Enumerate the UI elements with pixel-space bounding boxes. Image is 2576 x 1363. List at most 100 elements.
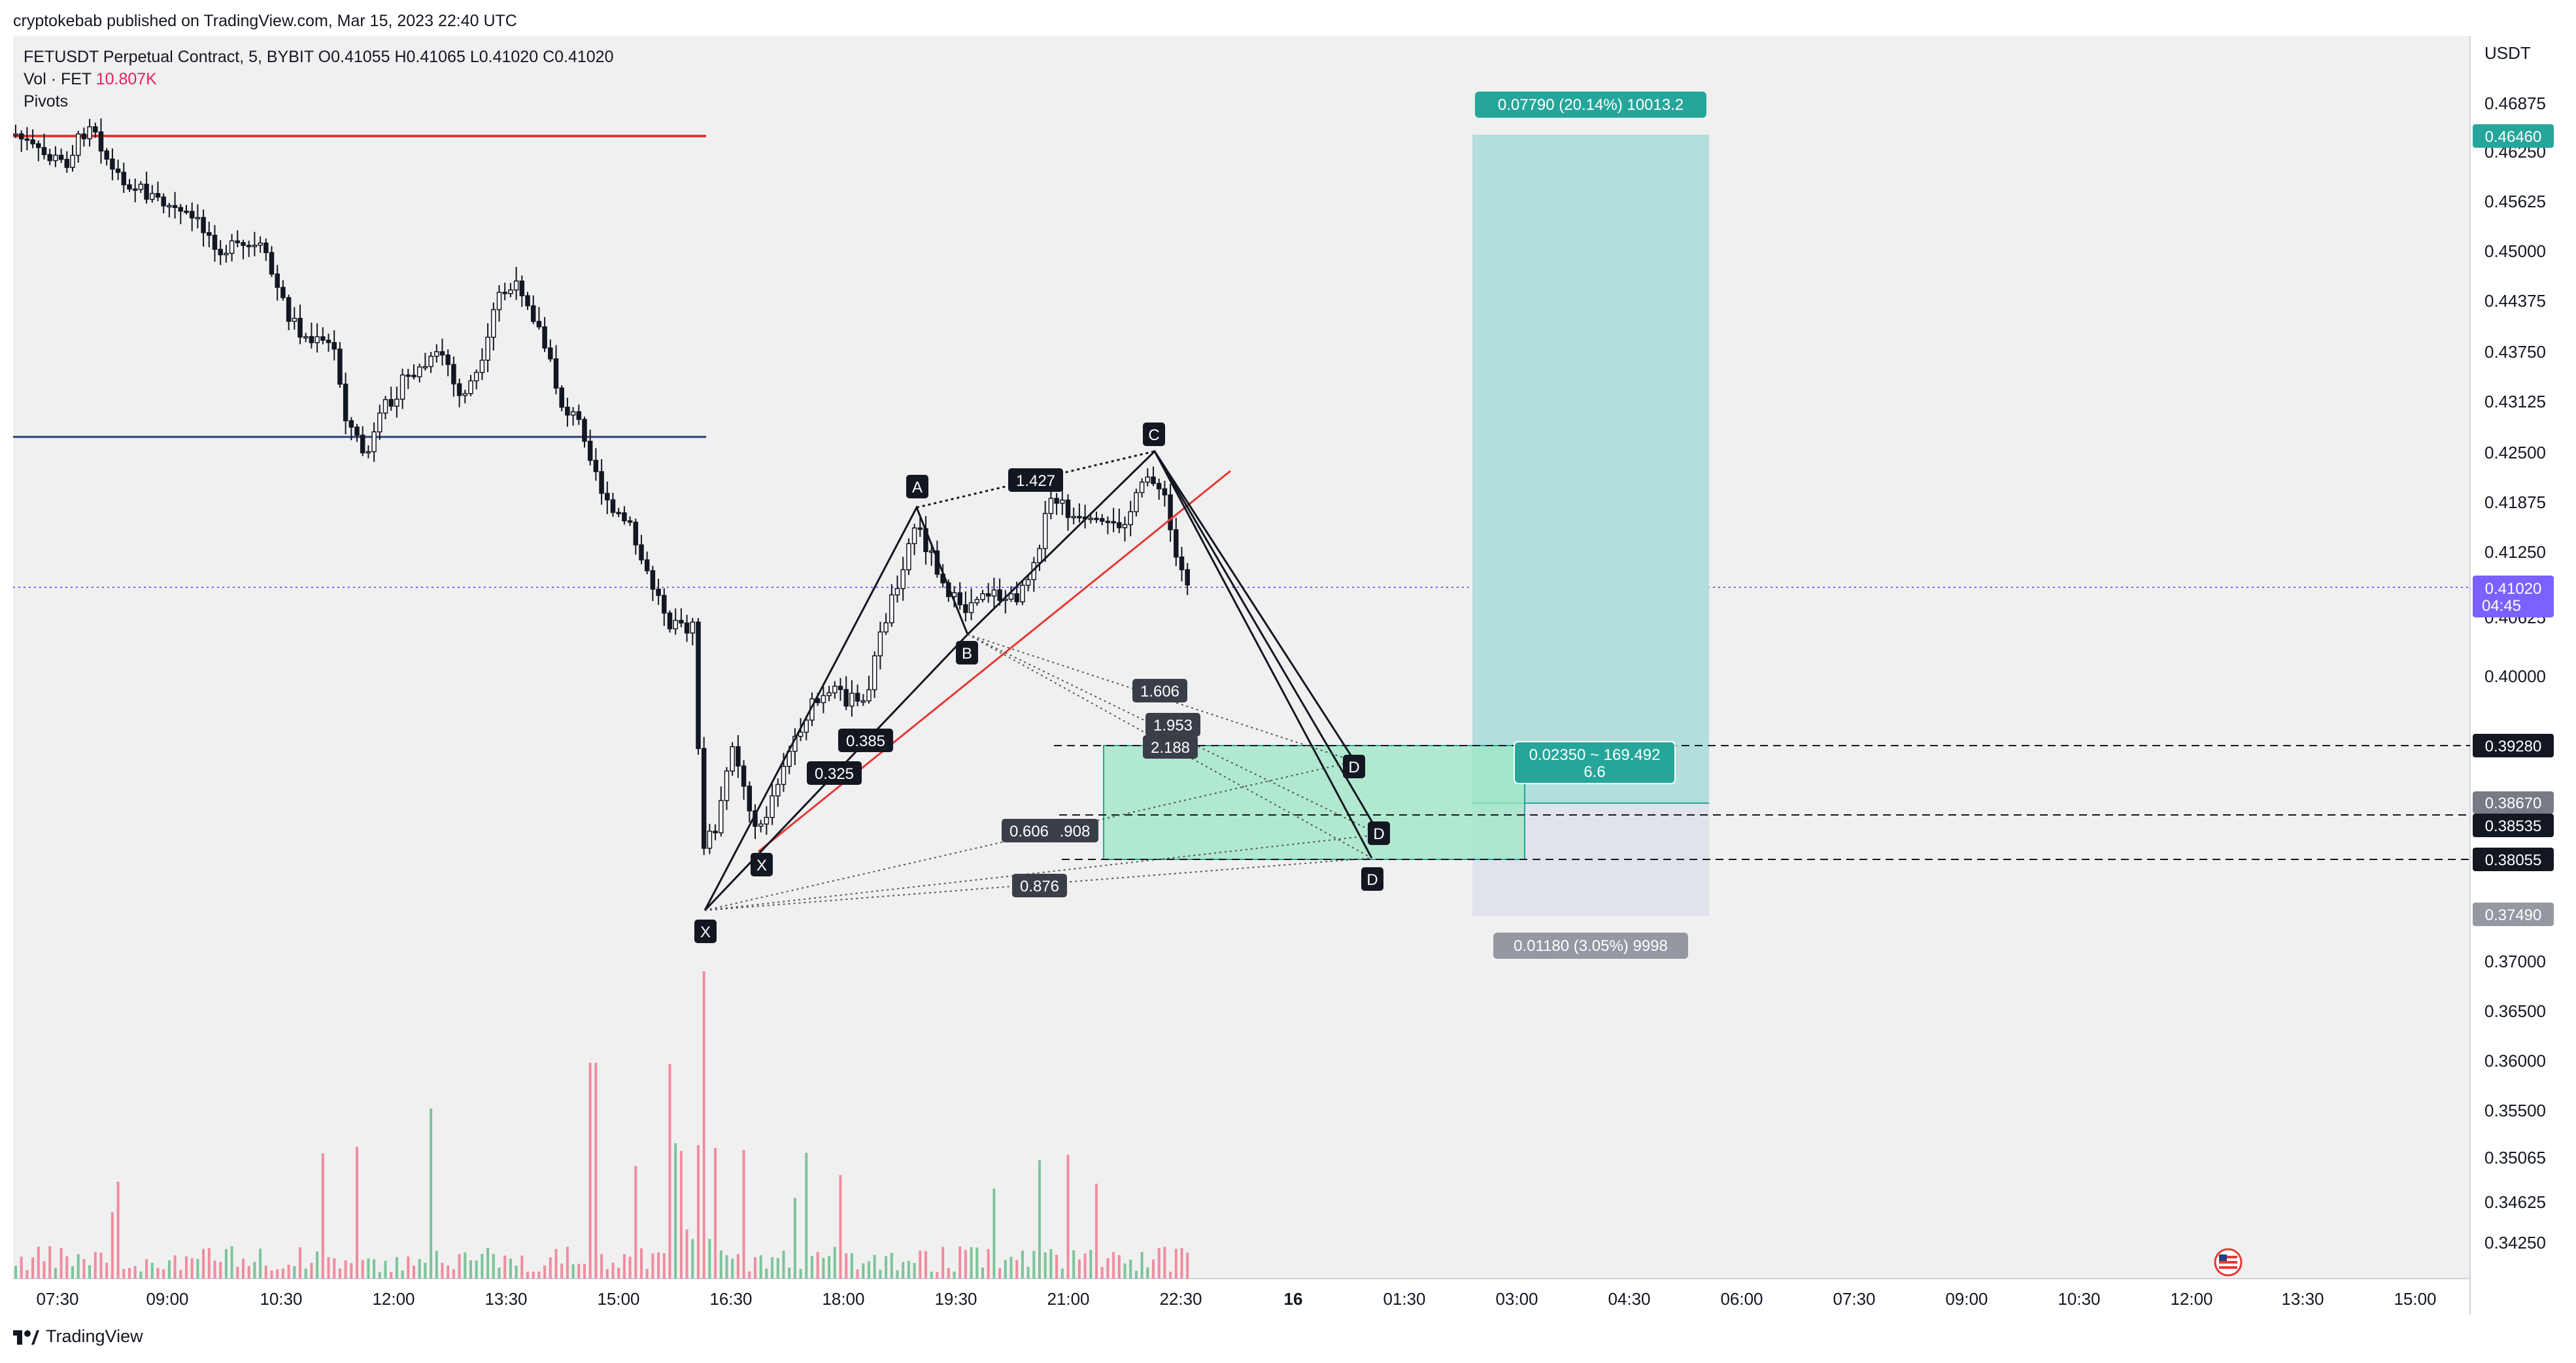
candle-body[interactable] (696, 621, 701, 750)
candle-body[interactable] (1060, 499, 1065, 504)
candle-body[interactable] (127, 184, 132, 190)
candle-body[interactable] (1014, 593, 1019, 602)
candle-body[interactable] (75, 133, 81, 156)
candle-body[interactable] (872, 655, 877, 691)
candle-body[interactable] (781, 766, 787, 785)
candle-body[interactable] (616, 511, 621, 515)
candle-body[interactable] (184, 211, 189, 213)
candle-body[interactable] (633, 521, 639, 545)
candle-body[interactable] (41, 147, 47, 156)
candle-body[interactable] (1185, 569, 1190, 586)
candle-body[interactable] (297, 318, 303, 338)
candle-body[interactable] (1042, 513, 1048, 549)
candle-body[interactable] (980, 593, 985, 600)
candle-body[interactable] (559, 387, 564, 408)
candle-body[interactable] (826, 692, 832, 697)
candle-body[interactable] (337, 348, 343, 385)
candle-body[interactable] (241, 242, 246, 246)
candle-body[interactable] (1128, 511, 1133, 525)
candle-body[interactable] (388, 399, 394, 407)
candle-body[interactable] (889, 594, 894, 624)
candle-body[interactable] (513, 280, 519, 291)
candle-body[interactable] (47, 154, 52, 162)
candle-body[interactable] (963, 604, 968, 613)
candle-body[interactable] (542, 326, 547, 349)
candle-body[interactable] (331, 342, 337, 350)
candle-body[interactable] (679, 619, 684, 624)
candle-body[interactable] (320, 336, 326, 341)
candle-body[interactable] (838, 685, 843, 691)
candle-body[interactable] (468, 380, 473, 394)
candle-body[interactable] (155, 193, 161, 198)
candle-body[interactable] (445, 354, 450, 366)
chart-legend[interactable]: FETUSDT Perpetual Contract, 5, BYBIT O0.… (24, 46, 614, 112)
candle-body[interactable] (1151, 476, 1156, 484)
candle-body[interactable] (1094, 517, 1099, 521)
candle-body[interactable] (473, 371, 479, 382)
candle-body[interactable] (622, 512, 627, 522)
candle-body[interactable] (1134, 492, 1139, 513)
candle-body[interactable] (1048, 498, 1054, 514)
candlesticks[interactable] (13, 118, 1190, 855)
candle-body[interactable] (138, 183, 144, 190)
candle-body[interactable] (167, 205, 172, 208)
position-stop-label[interactable]: 0.01180 (3.05%) 9998 (1493, 933, 1688, 959)
candle-body[interactable] (58, 154, 64, 160)
candle-body[interactable] (1054, 498, 1059, 504)
candle-body[interactable] (849, 693, 855, 707)
candle-body[interactable] (275, 273, 280, 288)
time-axis-area[interactable] (13, 1279, 2470, 1315)
candle-body[interactable] (605, 492, 610, 500)
candle-body[interactable] (667, 612, 673, 630)
candle-body[interactable] (991, 589, 997, 597)
candle-body[interactable] (24, 138, 30, 141)
candle-body[interactable] (144, 183, 149, 200)
candle-body[interactable] (365, 451, 371, 454)
candle-body[interactable] (13, 133, 18, 136)
candle-body[interactable] (565, 406, 570, 416)
candle-body[interactable] (1145, 476, 1151, 483)
candle-body[interactable] (644, 559, 650, 572)
candle-body[interactable] (860, 700, 866, 703)
candle-body[interactable] (1111, 521, 1116, 524)
candle-body[interactable] (343, 383, 348, 422)
candle-body[interactable] (371, 431, 377, 453)
candle-body[interactable] (911, 527, 917, 545)
candle-body[interactable] (246, 245, 252, 247)
candle-body[interactable] (303, 336, 309, 339)
plot-area[interactable] (13, 36, 2470, 1279)
candle-body[interactable] (599, 471, 604, 494)
candle-body[interactable] (360, 434, 365, 454)
candle-body[interactable] (525, 295, 530, 307)
candle-body[interactable] (502, 292, 507, 294)
price-axis-area[interactable] (2470, 36, 2576, 1315)
candle-body[interactable] (212, 234, 218, 250)
candle-body[interactable] (377, 412, 382, 433)
candle-body[interactable] (968, 602, 974, 613)
candle-body[interactable] (496, 292, 502, 311)
candle-body[interactable] (1139, 481, 1145, 493)
candle-body[interactable] (610, 499, 616, 513)
us-flag-icon[interactable] (2214, 1248, 2243, 1277)
candle-body[interactable] (428, 355, 433, 368)
candle-body[interactable] (399, 374, 405, 400)
candle-body[interactable] (775, 784, 781, 797)
candle-body[interactable] (724, 770, 730, 801)
candle-body[interactable] (53, 154, 58, 162)
candle-body[interactable] (30, 139, 35, 145)
candle-body[interactable] (70, 154, 75, 168)
candle-body[interactable] (553, 358, 559, 389)
position-target-label[interactable]: 0.07790 (20.14%) 10013.2 (1475, 92, 1706, 118)
candle-body[interactable] (1122, 524, 1128, 528)
candle-body[interactable] (536, 320, 542, 328)
candle-body[interactable] (93, 126, 98, 133)
candle-body[interactable] (917, 527, 923, 530)
candle-body[interactable] (906, 543, 911, 570)
candle-body[interactable] (422, 366, 428, 369)
candle-body[interactable] (1008, 593, 1014, 600)
candle-body[interactable] (627, 520, 633, 523)
candle-body[interactable] (491, 309, 496, 338)
candle-body[interactable] (894, 588, 900, 596)
candle-body[interactable] (713, 831, 718, 834)
candle-body[interactable] (64, 158, 70, 168)
